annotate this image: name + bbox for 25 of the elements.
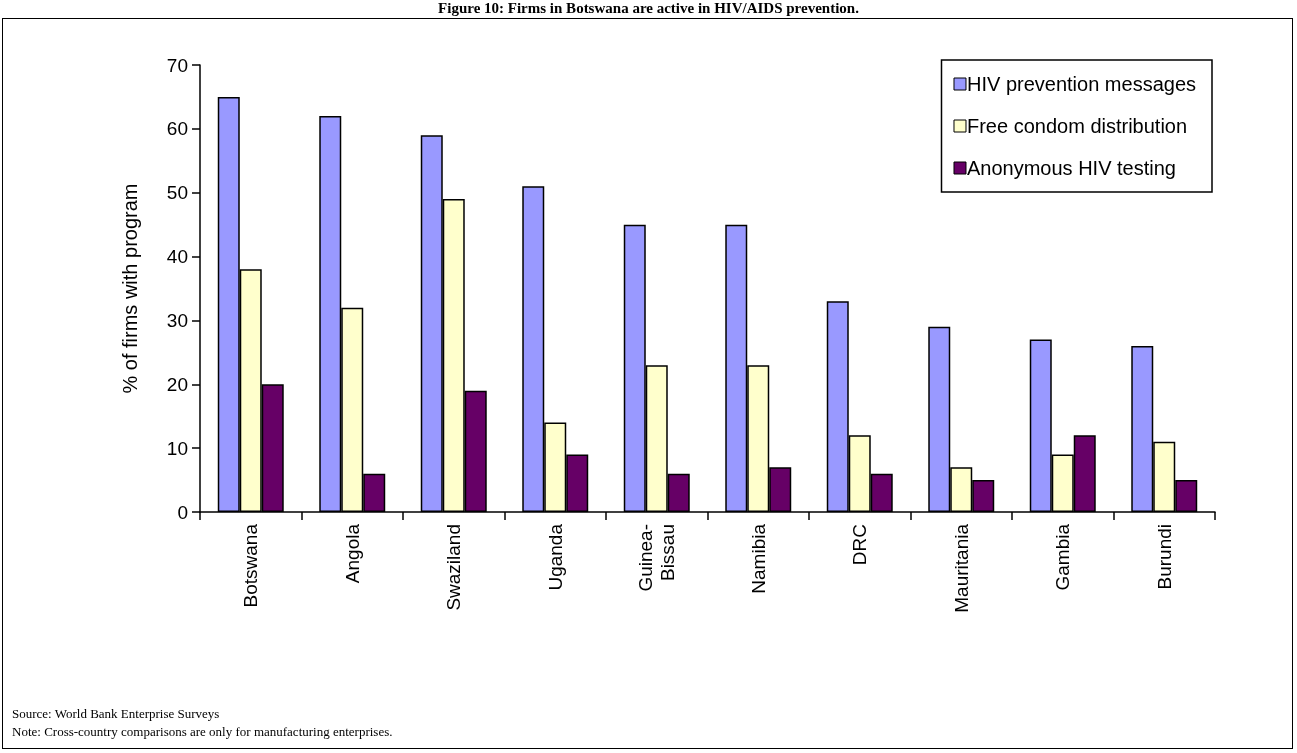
x-tick-label: Angola xyxy=(341,523,363,584)
x-tick-label: Burundi xyxy=(1153,524,1175,590)
y-tick-label: 50 xyxy=(166,182,188,204)
y-tick-label: 20 xyxy=(166,373,188,395)
x-tick-label: Gambia xyxy=(1052,523,1074,591)
x-tick-label: Guinea-Bissau xyxy=(635,524,679,592)
y-tick-label: 70 xyxy=(166,54,188,76)
x-tick-label: Mauritania xyxy=(950,523,972,613)
y-tick-label: 60 xyxy=(166,118,188,140)
x-tick-label: Uganda xyxy=(544,523,566,591)
source-note: Source: World Bank Enterprise Surveys xyxy=(12,705,221,723)
legend-label: Anonymous HIV testing xyxy=(967,157,1176,179)
y-tick-label: 10 xyxy=(166,437,188,459)
legend-label: HIV prevention messages xyxy=(967,73,1197,95)
y-tick-label: 40 xyxy=(166,246,188,268)
x-tick-label: Swaziland xyxy=(443,524,465,611)
legend-label: Free condom distribution xyxy=(967,115,1188,137)
x-tick-label: DRC xyxy=(849,524,871,566)
x-tick-label: Namibia xyxy=(747,523,769,594)
y-tick-label: 30 xyxy=(166,309,188,331)
chart-title: Figure 10: Firms in Botswana are active in HIV/AIDS prevention. xyxy=(437,0,860,17)
x-tick-label: Botswana xyxy=(240,523,262,608)
y-tick-label: 0 xyxy=(177,501,188,523)
text: Note: Cross-country comparisons are only for manufacturing enterprises. xyxy=(12,723,393,741)
y-axis-title: % of firms with program xyxy=(119,183,141,394)
